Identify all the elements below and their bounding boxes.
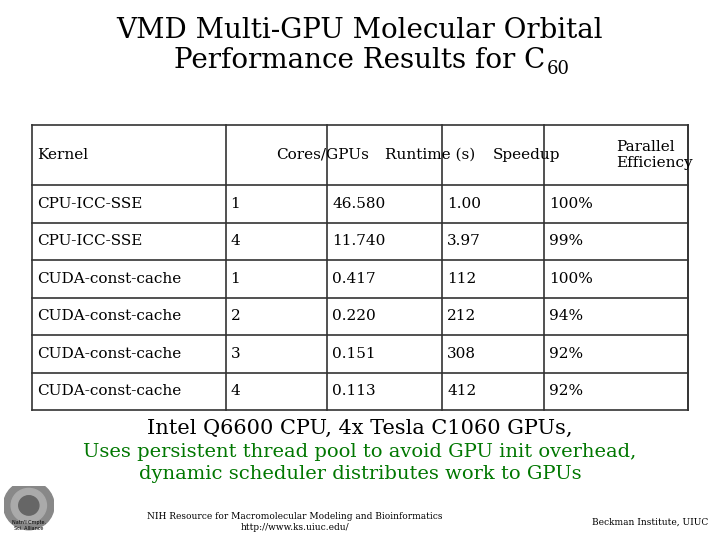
Text: 0.113: 0.113	[332, 384, 376, 399]
Text: 92%: 92%	[549, 384, 582, 399]
Text: 11.740: 11.740	[332, 234, 386, 248]
Text: 1: 1	[230, 197, 240, 211]
Text: 1: 1	[230, 272, 240, 286]
Text: Kernel: Kernel	[37, 148, 88, 162]
Circle shape	[19, 496, 39, 515]
Text: Uses persistent thread pool to avoid GPU init overhead,: Uses persistent thread pool to avoid GPU…	[84, 443, 636, 461]
Text: Intel Q6600 CPU, 4x Tesla C1060 GPUs,: Intel Q6600 CPU, 4x Tesla C1060 GPUs,	[148, 418, 572, 437]
Text: 92%: 92%	[549, 347, 582, 361]
Text: 308: 308	[447, 347, 476, 361]
Text: CUDA-const-cache: CUDA-const-cache	[37, 272, 181, 286]
Text: Parallel
Efficiency: Parallel Efficiency	[616, 140, 693, 170]
Text: 0.220: 0.220	[332, 309, 376, 323]
Text: 112: 112	[447, 272, 476, 286]
Text: CUDA-const-cache: CUDA-const-cache	[37, 384, 181, 399]
Text: 212: 212	[447, 309, 476, 323]
Text: VMD Multi-GPU Molecular Orbital: VMD Multi-GPU Molecular Orbital	[117, 17, 603, 44]
Text: CUDA-const-cache: CUDA-const-cache	[37, 309, 181, 323]
Text: 3.97: 3.97	[447, 234, 481, 248]
Text: 60: 60	[546, 60, 570, 78]
Text: CUDA-const-cache: CUDA-const-cache	[37, 347, 181, 361]
Text: 100%: 100%	[549, 272, 593, 286]
Circle shape	[4, 481, 54, 530]
Text: 412: 412	[447, 384, 476, 399]
Text: dynamic scheduler distributes work to GPUs: dynamic scheduler distributes work to GP…	[139, 465, 581, 483]
Text: 1.00: 1.00	[447, 197, 481, 211]
Text: 0.151: 0.151	[332, 347, 376, 361]
Text: 99%: 99%	[549, 234, 582, 248]
Text: CPU-ICC-SSE: CPU-ICC-SSE	[37, 234, 143, 248]
Text: Cores/GPUs: Cores/GPUs	[276, 148, 369, 162]
Text: 3: 3	[230, 347, 240, 361]
Text: 4: 4	[230, 234, 240, 248]
Text: 0.417: 0.417	[332, 272, 376, 286]
Text: 4: 4	[230, 384, 240, 399]
Text: 2: 2	[230, 309, 240, 323]
Text: Performance Results for C: Performance Results for C	[174, 46, 546, 73]
Text: 100%: 100%	[549, 197, 593, 211]
Text: Speedup: Speedup	[492, 148, 560, 162]
Text: 94%: 94%	[549, 309, 582, 323]
Circle shape	[12, 488, 47, 523]
Text: CPU-ICC-SSE: CPU-ICC-SSE	[37, 197, 143, 211]
Text: Beckman Institute, UIUC: Beckman Institute, UIUC	[592, 517, 708, 526]
Text: NIH Resource for Macromolecular Modeling and Bioinformatics
http://www.ks.uiuc.e: NIH Resource for Macromolecular Modeling…	[148, 512, 443, 532]
Text: Runtime (s): Runtime (s)	[384, 148, 475, 162]
Text: 46.580: 46.580	[332, 197, 385, 211]
Text: Natn'l Cmpte.
Sci. Alliance: Natn'l Cmpte. Sci. Alliance	[12, 520, 46, 531]
